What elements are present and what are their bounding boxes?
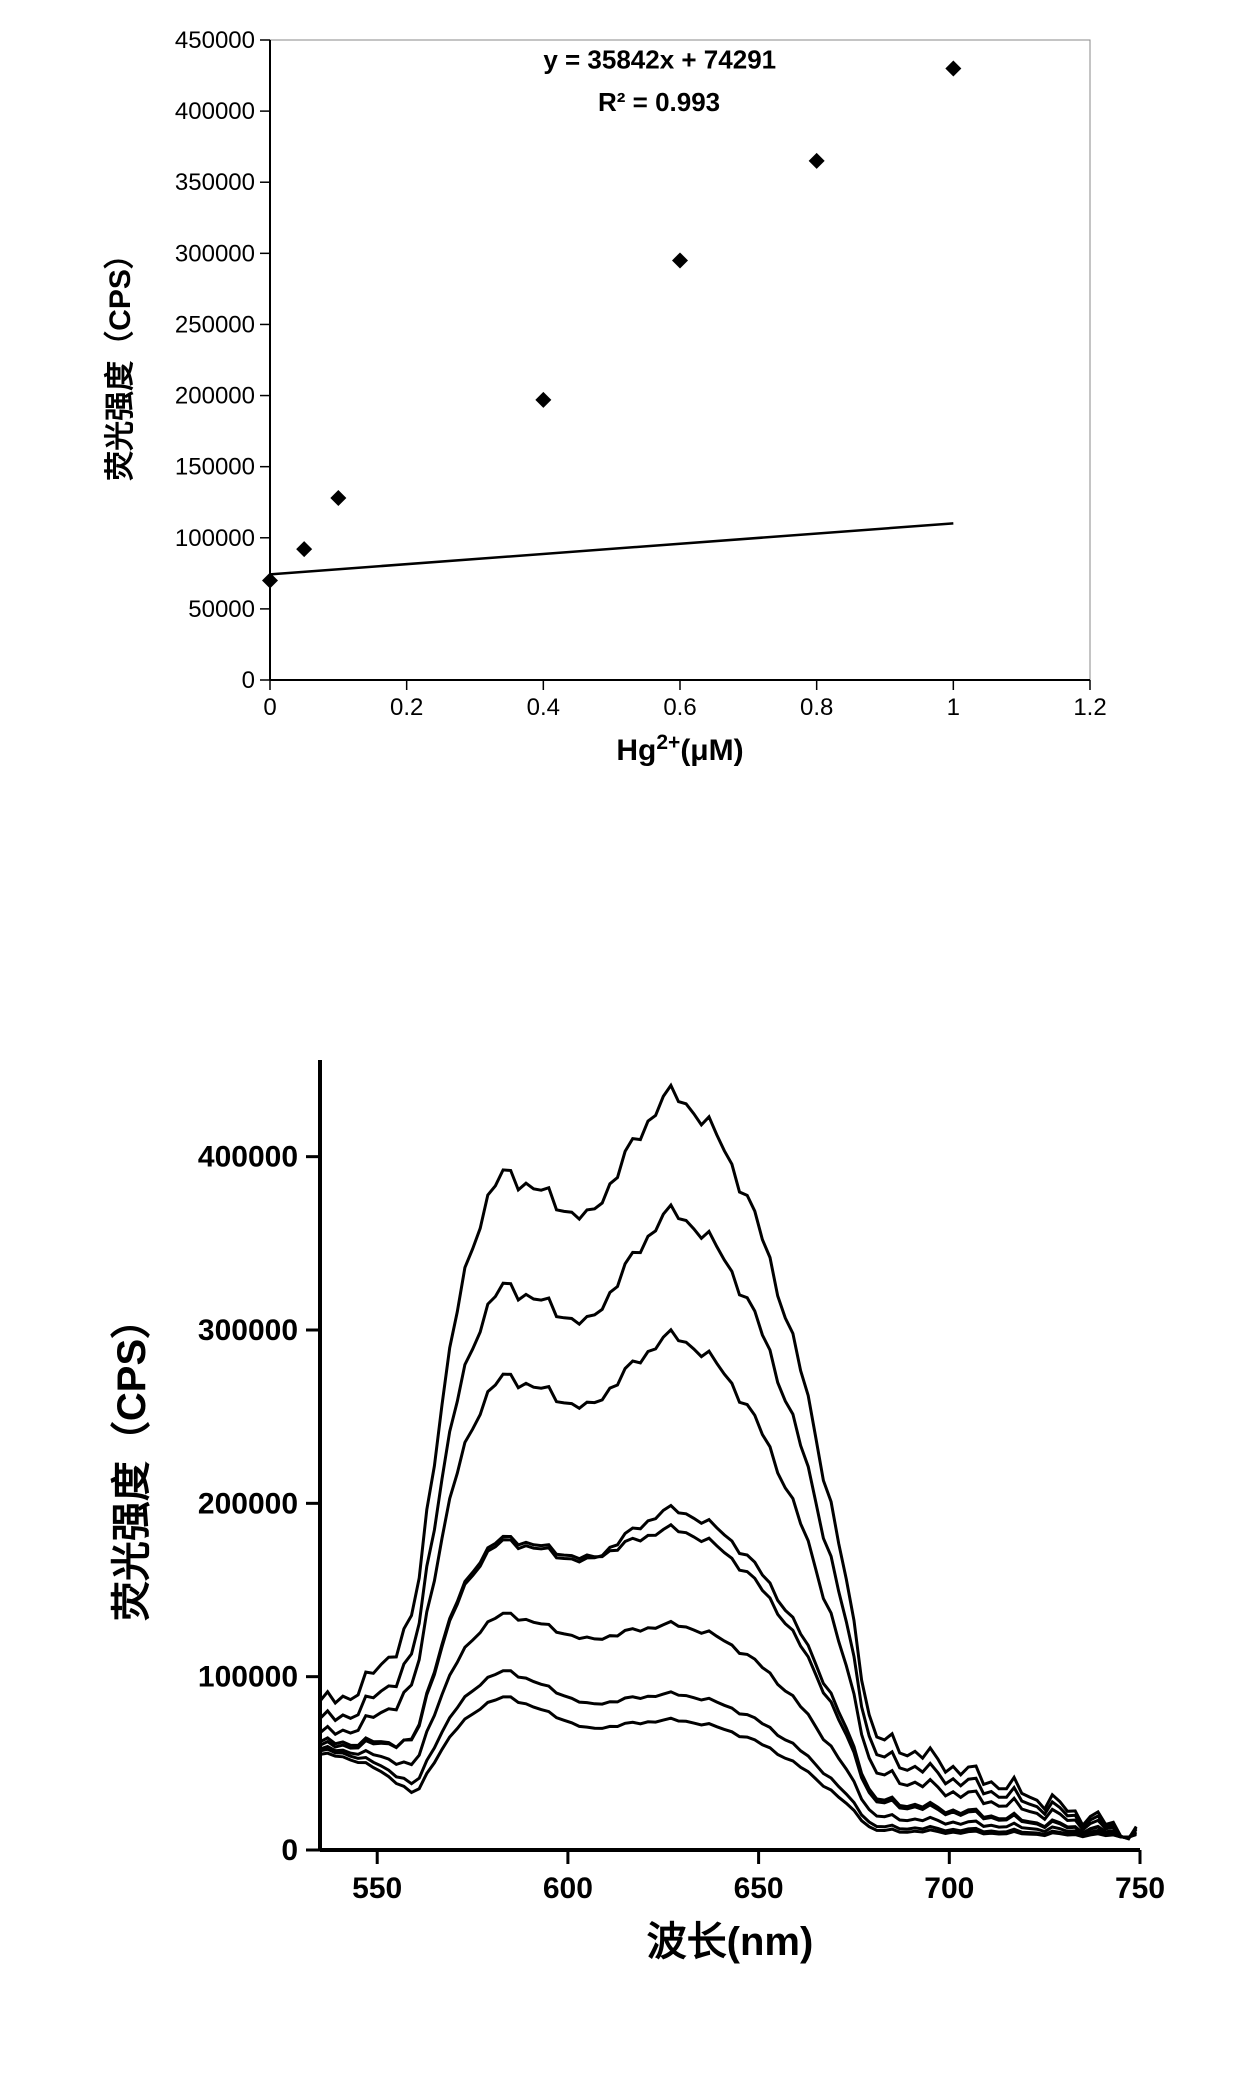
chart1-ytick-label: 0 — [242, 667, 255, 694]
spectrum-curve — [320, 1525, 1136, 1838]
chart2-ytick-label: 0 — [281, 1834, 298, 1867]
chart1-ytick-label: 50000 — [188, 596, 255, 623]
data-point — [330, 490, 346, 506]
chart2-ytick-label: 200000 — [198, 1487, 298, 1520]
spectrum-chart: 550 600 650 700 750 0 100000 200000 300000 400000… — [100, 1040, 1180, 2000]
chart1-xtick-label: 1.2 — [1073, 694, 1106, 721]
chart1-svg: 0 0.2 0.4 0.6 0.8 1 1.2 0 50000 100000 150000 20000… — [100, 20, 1140, 800]
data-point — [672, 252, 688, 268]
chart1-xtick-label: 0.4 — [527, 694, 560, 721]
chart2-xtick-label: 650 — [734, 1872, 784, 1905]
spectrum-curve — [320, 1085, 1136, 1838]
chart1-ytick-label: 350000 — [175, 169, 255, 196]
chart2-xtick-label: 700 — [924, 1872, 974, 1905]
chart2-svg: 550 600 650 700 750 0 100000 200000 300000 400000… — [100, 1040, 1180, 2000]
chart1-ytick-label: 200000 — [175, 383, 255, 410]
equation-line2: R² = 0.993 — [598, 87, 720, 117]
data-point — [809, 153, 825, 169]
chart2-xtick-label: 750 — [1115, 1872, 1165, 1905]
chart1-xtick-label: 0.8 — [800, 694, 833, 721]
chart2-ytick-label: 400000 — [198, 1141, 298, 1174]
chart1-ytick-label: 250000 — [175, 311, 255, 338]
regression-line — [270, 523, 953, 574]
equation-line1: y = 35842x + 74291 — [543, 44, 776, 74]
chart2-xtick-label: 550 — [352, 1872, 402, 1905]
chart2-ytick-label: 300000 — [198, 1314, 298, 1347]
chart2-ylabel: 荧光强度（CPS） — [110, 1299, 154, 1621]
chart1-xtick-label: 0 — [263, 694, 276, 721]
data-point — [535, 392, 551, 408]
chart1-ytick-label: 150000 — [175, 454, 255, 481]
scatter-chart: 0 0.2 0.4 0.6 0.8 1 1.2 0 50000 100000 150000 20000… — [100, 20, 1140, 800]
chart1-xtick-label: 0.6 — [663, 694, 696, 721]
chart1-ytick-label: 400000 — [175, 98, 255, 125]
chart1-xtick-label: 0.2 — [390, 694, 423, 721]
chart2-xtick-label: 600 — [543, 1872, 593, 1905]
chart1-ytick-label: 450000 — [175, 27, 255, 54]
chart1-ylabel: 荧光强度（CPS） — [103, 239, 137, 481]
chart1-ytick-label: 300000 — [175, 240, 255, 267]
chart2-ytick-label: 100000 — [198, 1661, 298, 1694]
chart1-ytick-label: 100000 — [175, 525, 255, 552]
chart2-xlabel: 波长(nm) — [647, 1920, 814, 1964]
data-point — [945, 60, 961, 76]
spectrum-curve — [320, 1205, 1136, 1838]
chart1-xlabel: Hg2+(μM) — [616, 731, 743, 768]
data-point — [296, 541, 312, 557]
chart1-xtick-label: 1 — [947, 694, 960, 721]
